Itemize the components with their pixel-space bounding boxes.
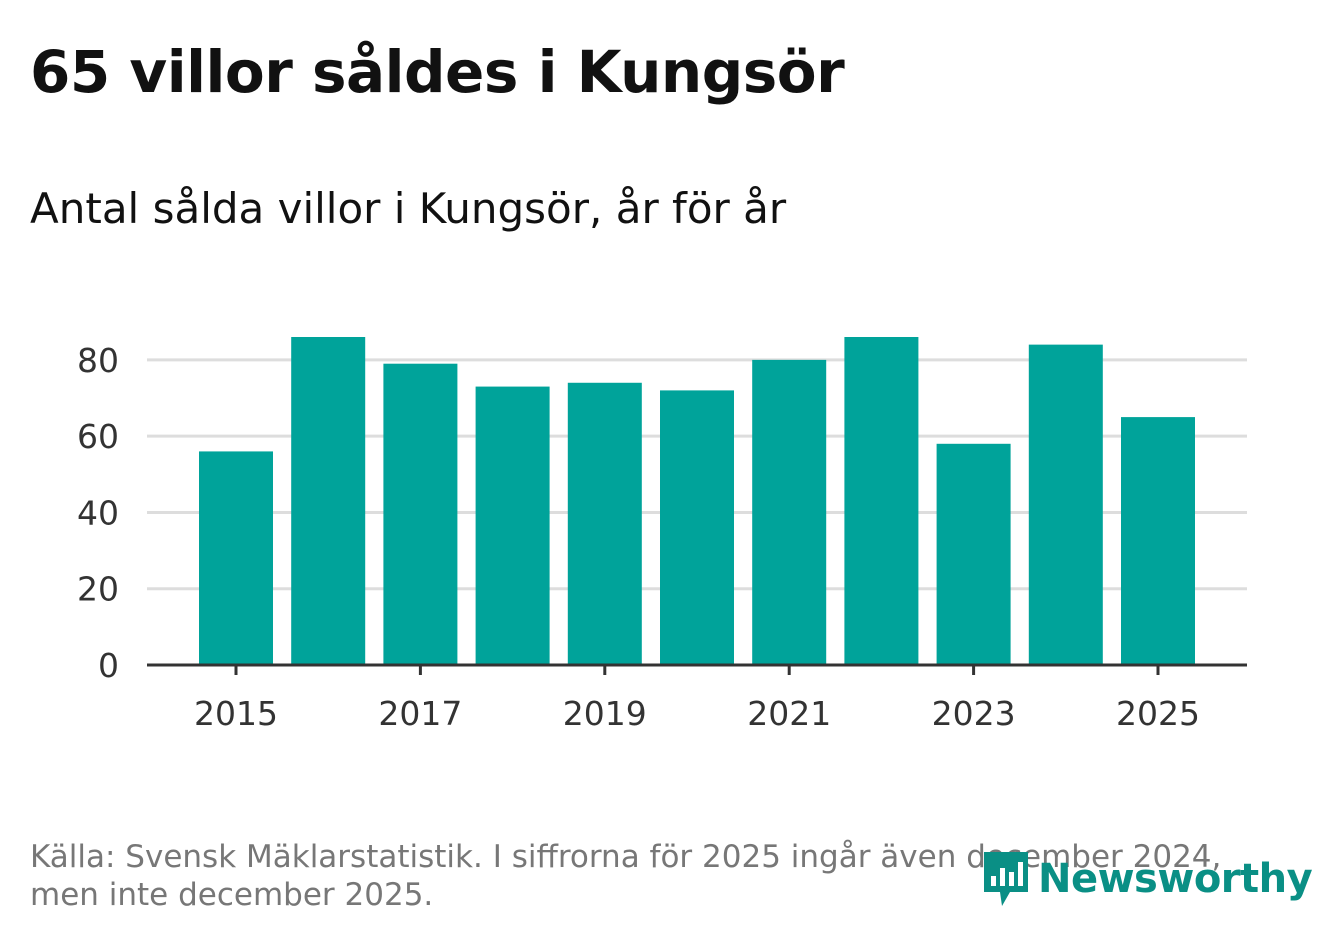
bar-chart: 0 20 40 60 80 2015 2017 2019 2021 2023 2025: [77, 337, 1247, 733]
x-tick-label: 2021: [747, 694, 831, 733]
x-tick-label: 2023: [932, 694, 1016, 733]
logo-text: Newsworthy: [1038, 856, 1313, 902]
x-tick-label: 2015: [194, 694, 278, 733]
bar-2018: [475, 386, 550, 665]
bar-2017: [383, 363, 458, 665]
x-tick-label: 2017: [378, 694, 462, 733]
x-tick-label: 2019: [563, 694, 647, 733]
axes: 0 20 40 60 80 2015 2017 2019 2021 2023 2025: [77, 341, 1247, 733]
bar-2023: [936, 443, 1011, 665]
newsworthy-logo: Newsworthy: [980, 848, 1313, 910]
bar-2024: [1028, 344, 1103, 665]
y-tick-label: 80: [77, 341, 119, 380]
bar-2019: [567, 382, 642, 665]
bar-2022: [844, 337, 919, 665]
y-tick-label: 20: [77, 570, 119, 609]
chart-title: 65 villor såldes i Kungsör: [30, 38, 845, 106]
bar-2025: [1121, 417, 1195, 665]
bar-2020: [660, 390, 734, 665]
bar-2015: [199, 451, 273, 665]
bars: [199, 337, 1195, 665]
chart-subtitle: Antal sålda villor i Kungsör, år för år: [30, 184, 787, 233]
y-tick-label: 0: [98, 646, 119, 685]
x-tick-label: 2025: [1116, 694, 1200, 733]
y-tick-label: 60: [77, 417, 119, 456]
bar-2016: [291, 337, 366, 665]
y-tick-label: 40: [77, 493, 119, 532]
newsworthy-bars-icon: [984, 852, 1028, 906]
bar-2021: [752, 359, 827, 665]
